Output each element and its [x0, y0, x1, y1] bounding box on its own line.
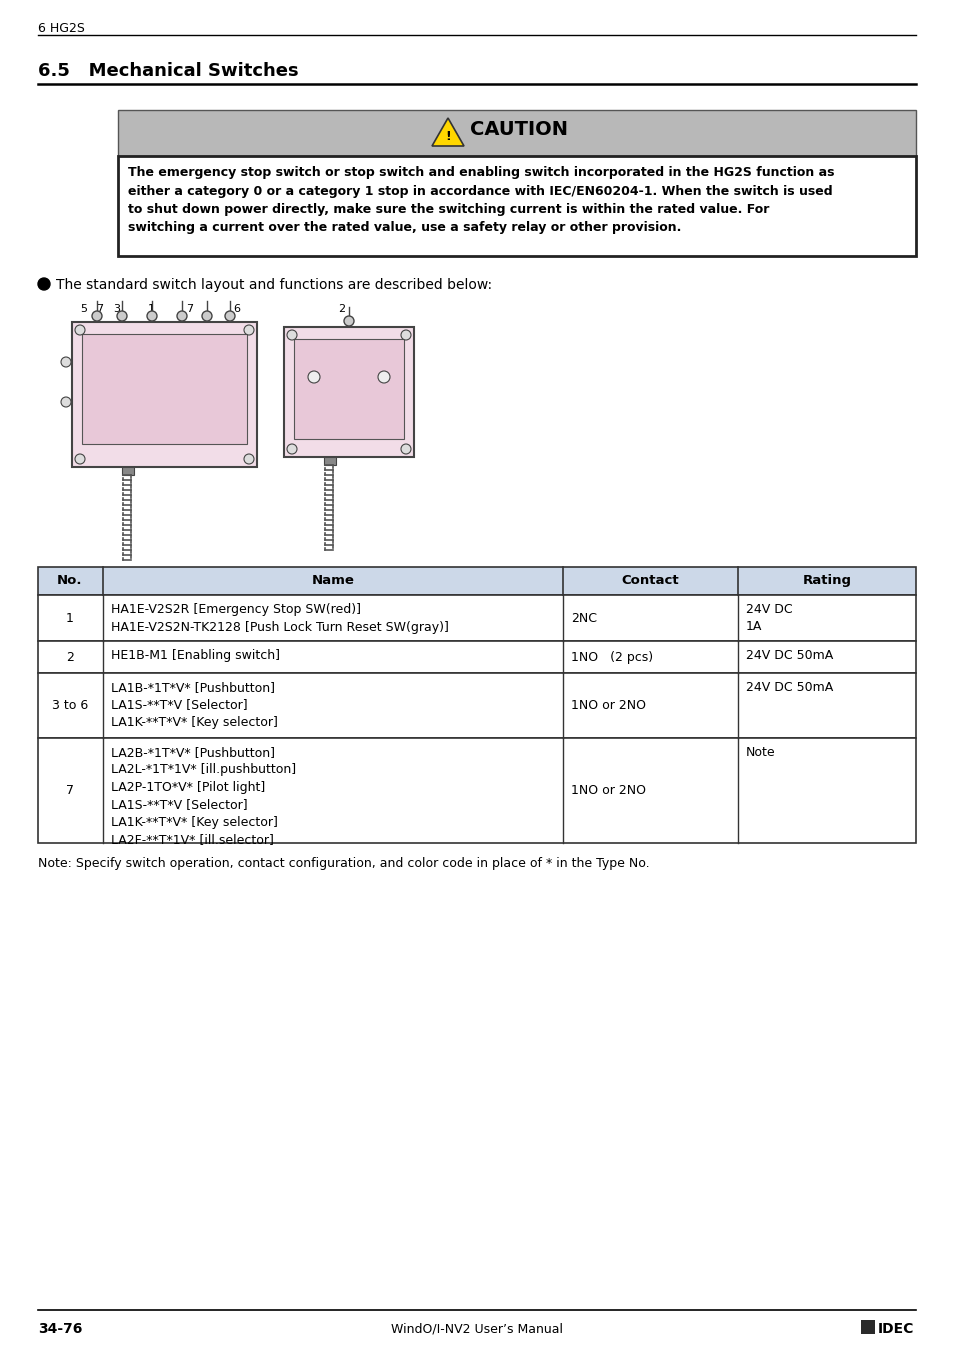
Text: 1NO or 2NO: 1NO or 2NO: [571, 784, 645, 796]
Circle shape: [147, 310, 157, 321]
Text: WindO/I-NV2 User’s Manual: WindO/I-NV2 User’s Manual: [391, 1322, 562, 1335]
Text: The standard switch layout and functions are described below:: The standard switch layout and functions…: [56, 278, 492, 292]
Text: 24V DC
1A: 24V DC 1A: [745, 603, 792, 633]
Circle shape: [287, 444, 296, 454]
Bar: [71, 323, 256, 467]
Bar: [122, 467, 133, 475]
Bar: [38, 738, 915, 842]
Text: 6.5   Mechanical Switches: 6.5 Mechanical Switches: [38, 62, 298, 80]
Circle shape: [38, 278, 50, 290]
Circle shape: [377, 371, 390, 383]
Text: 1NO   (2 pcs): 1NO (2 pcs): [571, 651, 653, 664]
Text: IDEC: IDEC: [877, 1322, 913, 1336]
Bar: [38, 674, 915, 738]
Text: 6: 6: [233, 304, 240, 315]
Bar: [82, 333, 247, 444]
Text: 2NC: 2NC: [571, 612, 597, 625]
Text: No.: No.: [57, 574, 83, 587]
Text: 6 HG2S: 6 HG2S: [38, 22, 85, 35]
Bar: [118, 109, 915, 157]
Text: 7: 7: [96, 304, 103, 315]
Circle shape: [400, 329, 411, 340]
Bar: [284, 327, 414, 458]
Circle shape: [177, 310, 187, 321]
Bar: [294, 339, 403, 439]
Circle shape: [225, 310, 234, 321]
Bar: [38, 595, 915, 641]
Circle shape: [400, 444, 411, 454]
Circle shape: [75, 325, 85, 335]
Text: Name: Name: [312, 574, 355, 587]
Text: Contact: Contact: [620, 574, 679, 587]
Bar: [38, 567, 915, 595]
Text: 3 to 6: 3 to 6: [51, 699, 88, 711]
Text: HE1B-M1 [Enabling switch]: HE1B-M1 [Enabling switch]: [111, 649, 280, 662]
Circle shape: [61, 356, 71, 367]
Circle shape: [75, 454, 85, 464]
Circle shape: [61, 397, 71, 406]
Text: 24V DC 50mA: 24V DC 50mA: [745, 649, 832, 662]
Circle shape: [117, 310, 127, 321]
Text: 7: 7: [186, 304, 193, 315]
Text: 2: 2: [337, 304, 345, 315]
Circle shape: [244, 454, 253, 464]
Bar: [38, 641, 915, 674]
Bar: [324, 458, 335, 464]
Circle shape: [344, 316, 354, 325]
Text: !: !: [445, 130, 451, 143]
Text: 3: 3: [112, 304, 120, 315]
Circle shape: [202, 310, 212, 321]
Text: 34-76: 34-76: [38, 1322, 82, 1336]
Text: 2: 2: [66, 651, 74, 664]
Text: 1NO or 2NO: 1NO or 2NO: [571, 699, 645, 711]
Circle shape: [287, 329, 296, 340]
Text: The emergency stop switch or stop switch and enabling switch incorporated in the: The emergency stop switch or stop switch…: [128, 166, 834, 235]
Text: 1: 1: [148, 304, 154, 315]
Text: Note: Specify switch operation, contact configuration, and color code in place o: Note: Specify switch operation, contact …: [38, 857, 649, 869]
Circle shape: [244, 325, 253, 335]
Polygon shape: [432, 117, 463, 146]
Text: 7: 7: [66, 784, 74, 796]
Text: LA2B-*1T*V* [Pushbutton]
LA2L-*1T*1V* [ill.pushbutton]
LA2P-1TO*V* [Pilot light]: LA2B-*1T*V* [Pushbutton] LA2L-*1T*1V* [i…: [111, 747, 295, 846]
Text: HA1E-V2S2R [Emergency Stop SW(red)]
HA1E-V2S2N-TK2128 [Push Lock Turn Reset SW(g: HA1E-V2S2R [Emergency Stop SW(red)] HA1E…: [111, 603, 449, 633]
Bar: [861, 1320, 874, 1334]
Text: 1: 1: [66, 612, 74, 625]
Text: LA1B-*1T*V* [Pushbutton]
LA1S-**T*V [Selector]
LA1K-**T*V* [Key selector]: LA1B-*1T*V* [Pushbutton] LA1S-**T*V [Sel…: [111, 680, 277, 729]
Text: CAUTION: CAUTION: [470, 120, 567, 139]
Text: 24V DC 50mA: 24V DC 50mA: [745, 680, 832, 694]
Text: Note: Note: [745, 747, 775, 759]
Circle shape: [308, 371, 319, 383]
Bar: [118, 157, 915, 256]
Text: Rating: Rating: [801, 574, 851, 587]
Circle shape: [91, 310, 102, 321]
Text: 5: 5: [80, 304, 87, 315]
